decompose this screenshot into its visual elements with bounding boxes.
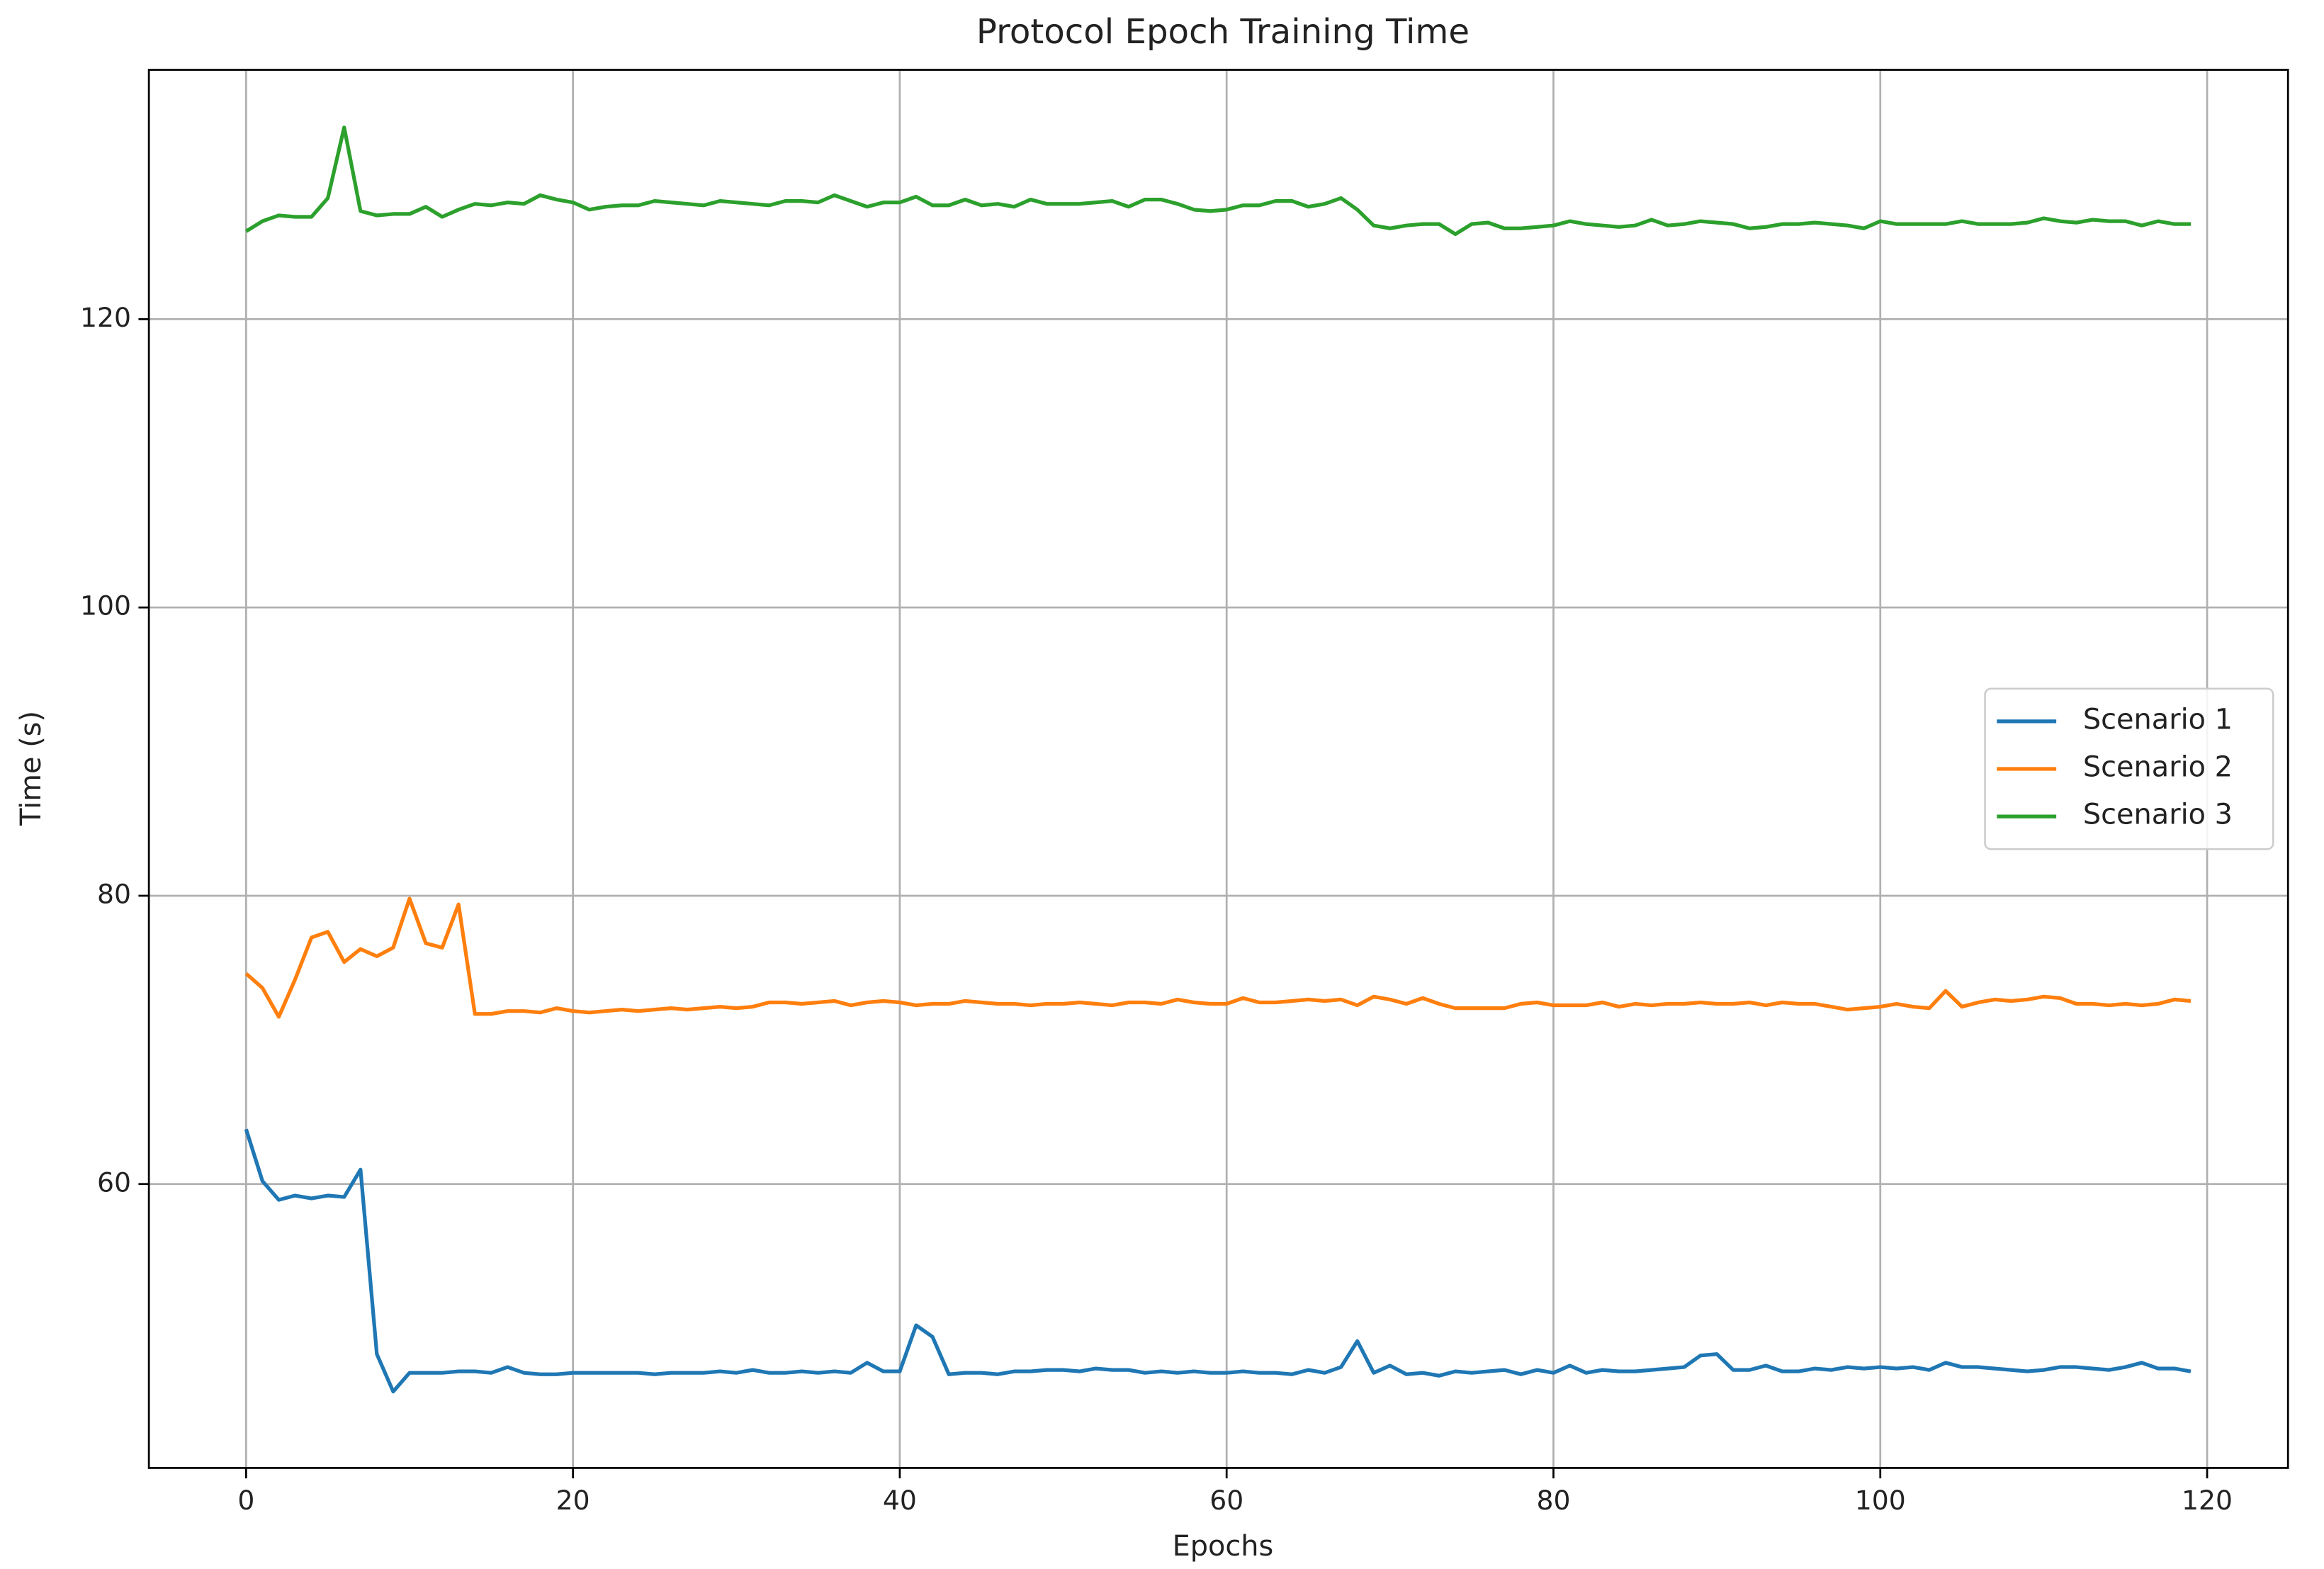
x-axis-label: Epochs [1173, 1530, 1274, 1563]
x-tick-label: 60 [1209, 1485, 1243, 1516]
chart-title: Protocol Epoch Training Time [976, 12, 1470, 52]
legend-label: Scenario 2 [2083, 750, 2233, 783]
x-tick-label: 120 [2182, 1485, 2233, 1516]
y-axis-label: Time (s) [15, 711, 47, 826]
y-tick-label: 60 [97, 1166, 131, 1198]
line-series [244, 125, 2191, 237]
plot-frame [147, 69, 2289, 1469]
legend-label: Scenario 3 [2083, 799, 2233, 831]
x-tick-label: 40 [883, 1485, 917, 1516]
legend: Scenario 1 Scenario 2 Scenario 3 [1984, 687, 2274, 850]
x-tick-label: 20 [556, 1485, 590, 1516]
x-tick-label: 0 [237, 1485, 254, 1516]
legend-box [1984, 687, 2274, 850]
x-tick-label: 80 [1536, 1485, 1570, 1516]
y-tick-label: 120 [80, 302, 131, 333]
y-tick-label: 100 [80, 590, 131, 622]
line-series [244, 1128, 2192, 1394]
y-tick-label: 80 [97, 878, 131, 909]
x-tick-label: 100 [1855, 1485, 1906, 1516]
legend-label: Scenario 1 [2083, 703, 2233, 736]
line-series [244, 896, 2192, 1019]
